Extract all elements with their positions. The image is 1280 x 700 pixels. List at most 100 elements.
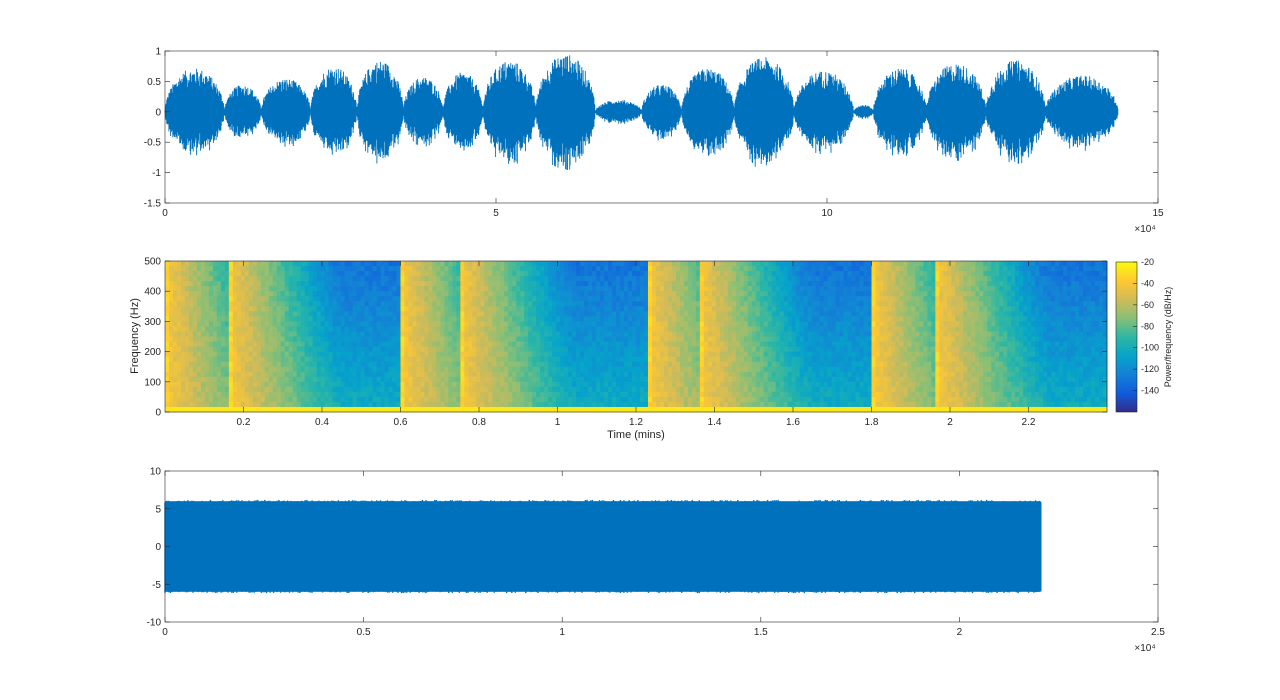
spectrogram-cell bbox=[264, 381, 270, 388]
spectrogram-cell bbox=[699, 261, 705, 267]
spectrogram-cell bbox=[480, 311, 485, 317]
spectrogram-cell bbox=[276, 336, 282, 343]
spectrogram-cell bbox=[671, 396, 677, 403]
spectrogram-cell bbox=[288, 376, 294, 383]
spectrogram-cell bbox=[803, 376, 809, 383]
spectrogram-cell bbox=[751, 406, 757, 413]
spectrogram-cell bbox=[396, 361, 401, 368]
spectrogram-cell bbox=[639, 331, 645, 337]
spectrogram-cell bbox=[448, 386, 453, 393]
spectrogram-cell bbox=[380, 386, 386, 393]
spectrogram-cell bbox=[723, 301, 729, 307]
spectrogram-cell bbox=[392, 381, 398, 388]
spectrogram-cell bbox=[428, 341, 433, 348]
spectrogram-cell bbox=[480, 356, 485, 363]
spectrogram-cell bbox=[675, 406, 681, 413]
spectrogram-cell bbox=[356, 291, 362, 297]
spectrogram-cell bbox=[496, 356, 501, 363]
spectrogram-cell bbox=[284, 286, 290, 292]
spectrogram-cell bbox=[380, 371, 386, 378]
spectrogram-cell bbox=[819, 326, 825, 332]
spectrogram-cell bbox=[376, 336, 382, 343]
spectrogram-cell bbox=[172, 341, 178, 348]
spectrogram-cell bbox=[236, 396, 242, 403]
spectrogram-cell bbox=[260, 381, 266, 388]
spectrogram-cell bbox=[488, 321, 493, 327]
spectrogram-cell bbox=[639, 401, 645, 408]
spectrogram-cell bbox=[576, 376, 581, 383]
spectrogram-cell bbox=[787, 336, 793, 343]
spectrogram-cell bbox=[188, 341, 194, 348]
spectrogram-cell bbox=[639, 371, 645, 378]
spectrogram-cell bbox=[376, 271, 382, 277]
spectrogram-cell bbox=[416, 281, 421, 287]
spectrogram-cell bbox=[815, 266, 821, 272]
spectrogram-cell bbox=[404, 366, 409, 373]
spectrogram-cell bbox=[368, 366, 374, 373]
spectrogram-cell bbox=[791, 396, 797, 403]
spectrogram-cell bbox=[755, 286, 761, 292]
spectrogram-cell bbox=[723, 286, 729, 292]
spectrogram-cell bbox=[731, 321, 737, 327]
spectrogram-cell bbox=[655, 301, 661, 307]
spectrogram-cell bbox=[192, 271, 198, 277]
spectrogram-cell bbox=[608, 291, 613, 297]
spectrogram-cell bbox=[616, 331, 621, 337]
spectrogram-cell bbox=[252, 401, 258, 408]
spectrogram-cell bbox=[484, 356, 489, 363]
spectrogram-cell bbox=[240, 321, 246, 327]
spectrogram-cell bbox=[655, 296, 661, 302]
spectrogram-cell bbox=[771, 296, 777, 302]
spectrogram-cell bbox=[300, 371, 306, 378]
spectrogram-cell bbox=[344, 406, 350, 413]
spectrogram-cell bbox=[356, 341, 362, 348]
spectrogram-cell bbox=[320, 381, 326, 388]
spectrogram-cell bbox=[260, 296, 266, 302]
spectrogram-cell bbox=[600, 291, 605, 297]
spectrogram-cell bbox=[232, 301, 238, 307]
spectrogram-cell bbox=[799, 286, 805, 292]
spectrogram-cell bbox=[508, 306, 513, 312]
spectrogram-cell bbox=[436, 396, 441, 403]
spectrogram-cell bbox=[300, 391, 306, 398]
spectrogram-cell bbox=[616, 276, 621, 282]
spectrogram-cell bbox=[711, 406, 717, 413]
spectrogram-cell bbox=[743, 346, 749, 353]
spectrogram-cell bbox=[376, 311, 382, 317]
spectrogram-cell bbox=[428, 351, 433, 358]
spectrogram-cell bbox=[791, 276, 797, 282]
spectrogram-cell bbox=[671, 341, 677, 348]
spectrogram-cell bbox=[647, 406, 653, 413]
spectrogram-cell bbox=[707, 351, 713, 358]
spectrogram-cell bbox=[396, 311, 401, 317]
spectrogram-cell bbox=[480, 301, 485, 307]
spectrogram-cell bbox=[779, 366, 785, 373]
spectrogram-cell bbox=[488, 336, 493, 343]
spectrogram-cell bbox=[747, 291, 753, 297]
spectrogram-cell bbox=[276, 301, 282, 307]
spectrogram-cell bbox=[767, 331, 773, 337]
spectrogram-cell bbox=[803, 406, 809, 413]
spectrogram-cell bbox=[165, 376, 170, 383]
spectrogram-cell bbox=[316, 316, 322, 322]
spectrogram-cell bbox=[460, 336, 465, 343]
spectrogram-cell bbox=[584, 281, 589, 287]
spectrogram-cell bbox=[763, 286, 769, 292]
spectrogram-cell bbox=[380, 271, 386, 277]
spectrogram-cell bbox=[616, 301, 621, 307]
spectrogram-cell bbox=[520, 396, 525, 403]
spectrogram-cell bbox=[604, 306, 609, 312]
spectrogram-cell bbox=[715, 311, 721, 317]
spectrogram-cell bbox=[336, 346, 342, 353]
spectrogram-cell bbox=[180, 371, 186, 378]
spectrogram-cell bbox=[755, 361, 761, 368]
spectrogram-cell bbox=[659, 281, 665, 287]
spectrogram-cell bbox=[360, 381, 366, 388]
spectrogram-cell bbox=[711, 321, 717, 327]
spectrogram-cell bbox=[388, 401, 394, 408]
spectrogram-cell bbox=[216, 311, 222, 317]
spectrogram-cell bbox=[528, 341, 533, 348]
spectrogram-cell bbox=[228, 371, 234, 378]
spectrogram-cell bbox=[568, 361, 573, 368]
spectrogram-cell bbox=[584, 346, 589, 353]
